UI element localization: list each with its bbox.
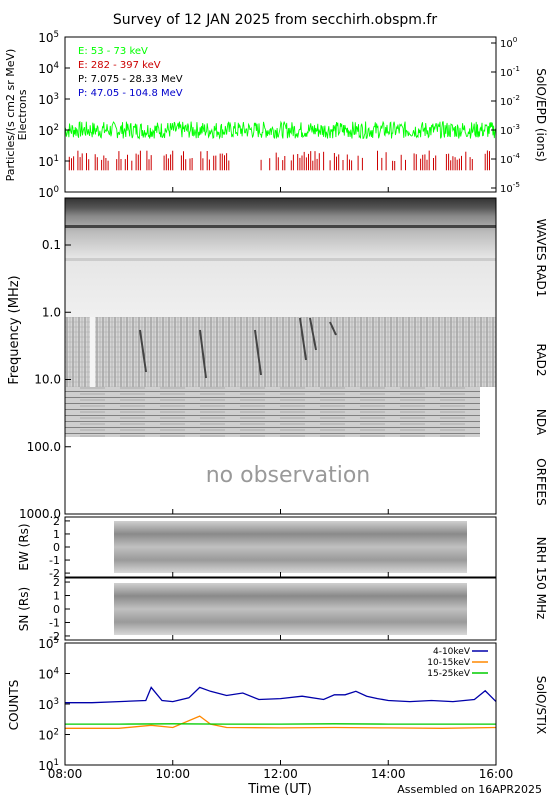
nrh-sn-panel: 210-1-2 SN (Rs) NRH 150 MHz [17, 537, 548, 643]
nrh-ew-map [114, 521, 467, 573]
rad2-burst [309, 317, 317, 351]
rad2-burst [254, 329, 262, 376]
figure-title: Survey of 12 JAN 2025 from secchirh.obsp… [113, 12, 437, 28]
rad2-burst [299, 317, 307, 361]
rad2-bursts [139, 317, 337, 379]
time-tick-label: 10:00 [155, 767, 190, 781]
epd-legend-item: P: 47.05 - 104.8 MeV [78, 88, 183, 99]
nrh-sn-tick-label: 1 [53, 590, 60, 603]
label-orfees: ORFEES [534, 458, 548, 505]
nrh-ew-tick-label: -1 [49, 554, 60, 567]
nrh-sn-tick-label: 2 [53, 576, 60, 589]
epd-right-tick-label: 10-3 [500, 122, 520, 137]
time-axis: 08:00 10:00 12:00 14:00 16:00 [48, 187, 514, 781]
epd-ylabel-electrons: Electrons [16, 89, 29, 140]
stix-series-line-2 [65, 715, 497, 729]
epd-right-tick-label: 10-5 [500, 180, 520, 195]
nrh-ew-tick-label: 1 [53, 528, 60, 541]
radio-tick-label: 100.0 [27, 440, 61, 454]
stix-tick-label: 104 [38, 667, 59, 682]
epd-legend: E: 53 - 73 keV E: 282 - 397 keV P: 7.075 -… [78, 46, 183, 99]
epd-left-axis: 105 104 103 102 101 100 [38, 30, 70, 200]
stix-legend-label: 10-15keV [427, 658, 471, 668]
nrh-right-label: NRH 150 MHz [534, 537, 548, 620]
stix-tick-label: 103 [38, 697, 59, 712]
rad2-spectrum [65, 317, 496, 387]
epd-series-e2-spikes [68, 150, 497, 171]
stix-right-label: SolO/STIX [534, 676, 548, 735]
stix-legend-label: 15-25keV [427, 669, 471, 679]
epd-ylabel: Particles/(s cm2 sr MeV) [4, 49, 17, 182]
epd-right-label: SolO/EPD (ions) [534, 68, 548, 162]
label-nda: NDA [534, 409, 548, 436]
epd-right-axis: 100 10-1 10-2 10-3 10-4 10-5 [491, 35, 520, 195]
epd-right-tick-label: 100 [500, 35, 518, 50]
epd-legend-item: E: 282 - 397 keV [78, 60, 161, 71]
epd-right-tick-label: 10-1 [500, 64, 520, 79]
radio-ylabel: Frequency (MHz) [7, 275, 22, 384]
x-axis-label: Time (UT) [247, 782, 312, 797]
nrh-sn-tick-label: -2 [49, 630, 60, 643]
radio-tick-label: 10.0 [34, 373, 61, 387]
nrh-ew-ylabel: EW (Rs) [17, 523, 31, 570]
nrh-sn-axis: 210-1-2 [49, 576, 70, 643]
rad2-burst [199, 329, 207, 379]
epd-left-tick-label: 103 [38, 92, 59, 107]
epd-series [64, 120, 497, 171]
stix-tick-label: 101 [38, 758, 59, 773]
nrh-ew-tick-label: 0 [53, 541, 60, 554]
rad1-band-light [65, 258, 496, 261]
rad2-burst [139, 329, 147, 373]
nrh-sn-tick-label: -1 [49, 616, 60, 629]
time-tick-label: 16:00 [479, 767, 514, 781]
epd-left-tick-label: 101 [38, 154, 59, 169]
nrh-ew-axis: 210-1-2 [49, 515, 70, 580]
epd-left-tick-label: 102 [38, 123, 59, 138]
rad2-burst [329, 321, 337, 336]
stix-y-axis: 105 104 103 102 101 [38, 636, 70, 773]
nrh-sn-map [114, 583, 467, 635]
nrh-sn-ylabel: SN (Rs) [17, 587, 31, 631]
radio-tick-label: 1.0 [42, 305, 61, 319]
assembled-note: Assembled on 16APR2025 [397, 783, 542, 796]
nrh-ew-tick-label: -2 [49, 567, 60, 580]
epd-legend-item: P: 7.075 - 28.33 MeV [78, 74, 183, 85]
nrh-sn-tick-label: 0 [53, 603, 60, 616]
nrh-ew-panel: 210-1-2 EW (Rs) [17, 515, 497, 580]
stix-legend-label: 4-10keV [433, 647, 471, 657]
label-rad2: RAD2 [534, 344, 548, 377]
epd-left-tick-label: 104 [38, 61, 59, 76]
nrh-ew-tick-label: 2 [53, 515, 60, 528]
time-tick-label: 12:00 [263, 767, 298, 781]
stix-tick-label: 105 [38, 636, 59, 651]
epd-left-tick-label: 100 [38, 185, 59, 200]
radio-panel: 0.1 1.0 10.0 100.0 1000.0 no observation Fre… [7, 197, 548, 521]
time-tick-label: 14:00 [371, 767, 406, 781]
time-tick-label: 08:00 [48, 767, 83, 781]
epd-right-tick-label: 10-4 [500, 151, 520, 166]
radio-tick-label: 1000.0 [19, 507, 61, 521]
rad2-gap [90, 317, 95, 387]
label-waves-rad1: WAVES RAD1 [534, 219, 548, 298]
stix-series-line-1 [65, 686, 497, 704]
rad1-band-dark [65, 225, 496, 228]
epd-right-tick-label: 10-2 [500, 93, 520, 108]
no-observation-label: no observation [206, 463, 371, 488]
epd-series-e1-line [64, 120, 497, 140]
stix-tick-label: 102 [38, 728, 59, 743]
stix-ylabel: COUNTS [7, 680, 21, 731]
stix-series [65, 686, 497, 729]
epd-legend-item: E: 53 - 73 keV [78, 46, 148, 57]
radio-tick-label: 0.1 [42, 238, 61, 252]
nda-spectrum [65, 387, 480, 437]
epd-left-tick-label: 105 [38, 30, 59, 45]
radio-y-axis: 0.1 1.0 10.0 100.0 1000.0 [19, 238, 337, 521]
